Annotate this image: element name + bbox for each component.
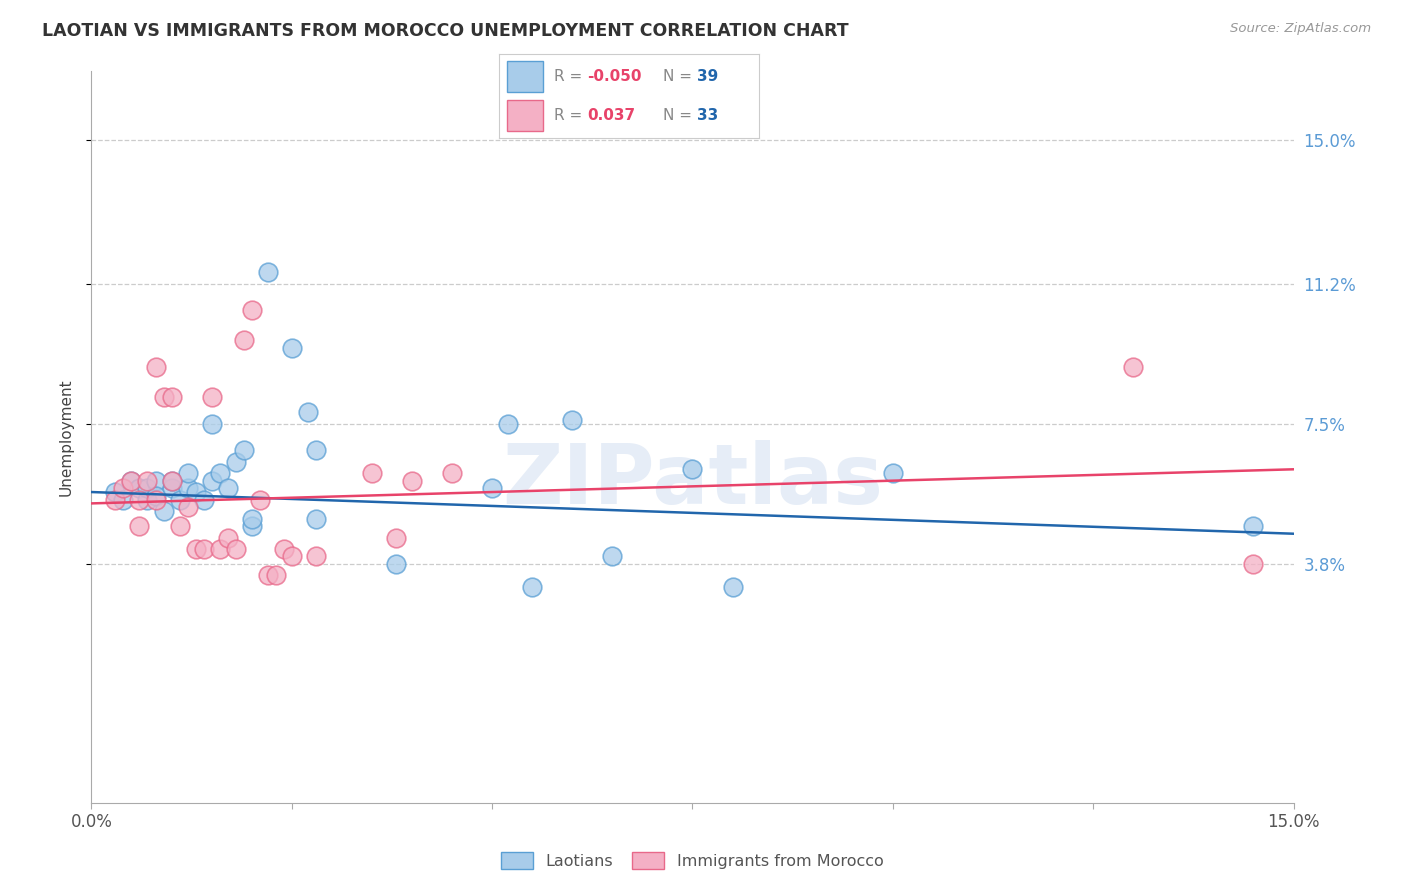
Text: ZIPatlas: ZIPatlas <box>502 441 883 522</box>
Point <box>1122 359 1144 374</box>
Text: -0.050: -0.050 <box>588 69 643 84</box>
Point <box>256 568 278 582</box>
Point <box>297 405 319 419</box>
Point <box>305 511 328 525</box>
Point <box>136 474 159 488</box>
Point <box>249 492 271 507</box>
Point <box>160 474 183 488</box>
Point <box>193 541 215 556</box>
Point <box>208 466 231 480</box>
Point <box>385 531 408 545</box>
Point <box>522 580 544 594</box>
FancyBboxPatch shape <box>508 62 543 92</box>
Point <box>360 466 382 480</box>
Text: R =: R = <box>554 69 586 84</box>
Point <box>128 492 150 507</box>
Point <box>145 489 167 503</box>
Point <box>281 549 304 564</box>
Point <box>240 511 263 525</box>
Point <box>152 504 174 518</box>
Point <box>169 519 191 533</box>
FancyBboxPatch shape <box>508 100 543 130</box>
Point <box>193 492 215 507</box>
Point <box>385 557 408 571</box>
Point <box>145 474 167 488</box>
Point <box>240 519 263 533</box>
Point <box>225 541 247 556</box>
Point <box>201 474 224 488</box>
Point <box>136 492 159 507</box>
Text: LAOTIAN VS IMMIGRANTS FROM MOROCCO UNEMPLOYMENT CORRELATION CHART: LAOTIAN VS IMMIGRANTS FROM MOROCCO UNEMP… <box>42 22 849 40</box>
Text: 0.037: 0.037 <box>588 108 636 123</box>
Point <box>208 541 231 556</box>
Point <box>401 474 423 488</box>
Point <box>232 443 254 458</box>
Legend: Laotians, Immigrants from Morocco: Laotians, Immigrants from Morocco <box>495 846 890 875</box>
Point <box>104 492 127 507</box>
Point <box>225 455 247 469</box>
Point <box>128 519 150 533</box>
Point <box>160 390 183 404</box>
Point <box>169 492 191 507</box>
Point <box>176 481 198 495</box>
Point <box>217 531 239 545</box>
Point <box>240 303 263 318</box>
Point <box>256 265 278 279</box>
Point <box>440 466 463 480</box>
Point <box>602 549 624 564</box>
Point <box>160 474 183 488</box>
Point <box>496 417 519 431</box>
Point <box>264 568 287 582</box>
Text: 39: 39 <box>697 69 718 84</box>
Point <box>721 580 744 594</box>
Point <box>176 466 198 480</box>
Text: R =: R = <box>554 108 592 123</box>
Point <box>145 359 167 374</box>
Point <box>1243 557 1265 571</box>
Point <box>882 466 904 480</box>
Point <box>136 481 159 495</box>
Point <box>184 485 207 500</box>
Point <box>160 481 183 495</box>
Point <box>273 541 295 556</box>
Text: N =: N = <box>664 69 697 84</box>
Point <box>1243 519 1265 533</box>
Point <box>281 341 304 355</box>
Point <box>201 417 224 431</box>
Point <box>305 443 328 458</box>
Point <box>112 492 135 507</box>
Point <box>681 462 703 476</box>
Text: N =: N = <box>664 108 697 123</box>
Point <box>176 500 198 515</box>
Point <box>217 481 239 495</box>
Point <box>232 334 254 348</box>
Text: 33: 33 <box>697 108 718 123</box>
Point <box>121 474 143 488</box>
Point <box>561 413 583 427</box>
Point <box>305 549 328 564</box>
Text: Source: ZipAtlas.com: Source: ZipAtlas.com <box>1230 22 1371 36</box>
Point <box>121 474 143 488</box>
Point <box>481 481 503 495</box>
Point <box>128 481 150 495</box>
Point <box>152 390 174 404</box>
Point <box>201 390 224 404</box>
Point <box>184 541 207 556</box>
Y-axis label: Unemployment: Unemployment <box>58 378 73 496</box>
Point <box>145 492 167 507</box>
Point <box>112 481 135 495</box>
Point <box>104 485 127 500</box>
